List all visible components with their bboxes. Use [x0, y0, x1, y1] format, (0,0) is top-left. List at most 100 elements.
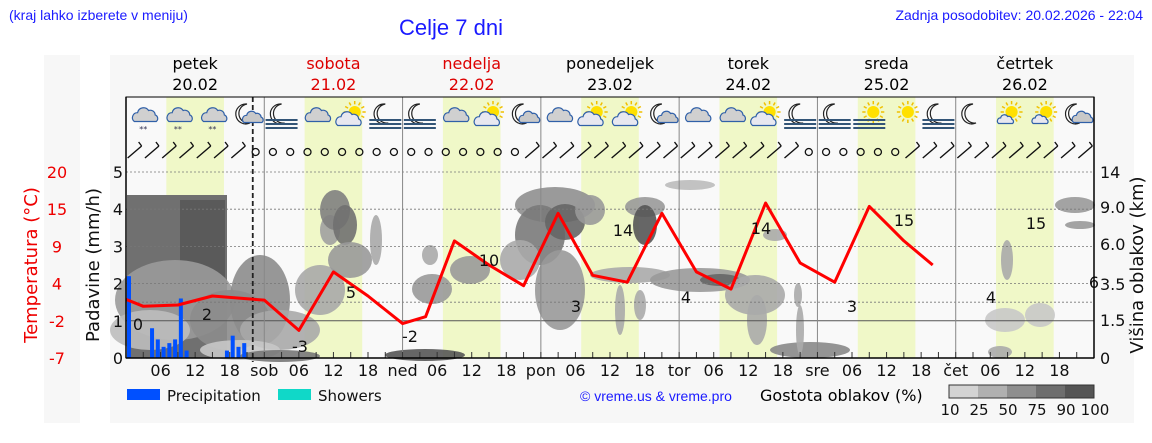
hour-tick: 06 [150, 361, 170, 380]
temp-label: 4 [681, 288, 691, 307]
precip-bar [150, 328, 155, 358]
temp-label: 15 [1026, 214, 1046, 233]
cloud-height-axis-label: Višina oblakov (km) [1127, 176, 1148, 353]
temp-label: 5 [346, 283, 356, 302]
axes: 201594-2-7543210149.06.03.51.50Temperatu… [21, 96, 1148, 380]
day-abbr-tick: tor [668, 361, 691, 380]
precip-bar [127, 276, 131, 358]
hour-tick: 18 [496, 361, 516, 380]
cloud-density-tick: 25 [969, 401, 988, 419]
precip-bar [161, 346, 166, 358]
day-date: 20.02 [172, 75, 218, 94]
temp-label: -3 [292, 337, 308, 356]
hour-tick: 06 [704, 361, 724, 380]
hour-tick: 12 [738, 361, 758, 380]
cloud-density-tick: 50 [998, 401, 1017, 419]
hour-tick: 18 [1049, 361, 1069, 380]
precip-tick: 2 [113, 275, 123, 294]
hour-tick: 12 [876, 361, 896, 380]
day-headers: petek 20.02 sobota 21.02 nedelja 22.02 ponedel… [172, 54, 1054, 94]
grid-lines [125, 97, 1094, 362]
precip-tick: 3 [113, 237, 123, 256]
precip-bar [224, 350, 229, 358]
cloud-height-tick: 6.0 [1100, 235, 1125, 254]
cloud-height-tick: 9.0 [1100, 198, 1125, 217]
hour-tick: 12 [1015, 361, 1035, 380]
cloud-density-label: Gostota oblakov (%) [760, 386, 923, 405]
temp-label: -2 [402, 327, 418, 346]
precip-bar [173, 339, 178, 358]
precip-bar [184, 350, 189, 358]
temp-tick: 4 [52, 275, 62, 294]
day-date: 23.02 [587, 75, 633, 94]
precip-bar [242, 343, 247, 358]
svg-text:**: ** [174, 125, 182, 134]
temperature-axis-label: Temperatura (°C) [21, 187, 42, 344]
day-abbr-tick: pon [526, 361, 556, 380]
day-name: torek [728, 54, 770, 73]
temp-tick: -2 [49, 312, 65, 331]
cloud-density-tick: 100 [1081, 401, 1110, 419]
hour-tick: 18 [911, 361, 931, 380]
page-title: Celje 7 dni [399, 15, 503, 40]
legend-showers: Showers [318, 387, 382, 405]
day-date: 22.02 [449, 75, 495, 94]
temp-label: 10 [479, 251, 499, 270]
precipitation-bars [127, 276, 247, 358]
legend-precipitation: Precipitation [167, 387, 261, 405]
cloud-density-tick: 75 [1027, 401, 1046, 419]
temperature-line: 02-35-2103144143154156 [125, 201, 1099, 356]
precip-bar [236, 346, 241, 358]
cloud-density-field [110, 180, 1095, 362]
weather-icon-row: ** ** ** [131, 101, 1094, 134]
cloud-density-tick: 90 [1056, 401, 1075, 419]
hour-tick: 12 [323, 361, 343, 380]
precip-bar [167, 343, 172, 358]
temp-label: 3 [571, 297, 581, 316]
temp-label: 14 [613, 221, 633, 240]
last-update: Zadnja posodobitev: 20.02.2026 - 22:04 [895, 7, 1143, 23]
hour-tick: 18 [358, 361, 378, 380]
temp-label: 4 [986, 288, 996, 307]
hour-tick: 18 [220, 361, 240, 380]
temperature-axis-band [44, 55, 80, 423]
day-date: 26.02 [1002, 75, 1048, 94]
precip-tick: 0 [113, 349, 123, 368]
hour-tick: 18 [634, 361, 654, 380]
precip-tick: 5 [113, 163, 123, 182]
temp-label: 2 [202, 305, 212, 324]
cloud-height-tick: 14 [1100, 163, 1120, 182]
copyright-link[interactable]: © vreme.us & vreme.pro [580, 388, 732, 404]
precip-bar [230, 335, 235, 358]
day-date: 24.02 [725, 75, 771, 94]
cloud-height-tick: 1.5 [1100, 311, 1125, 330]
day-name: petek [172, 54, 218, 73]
hour-tick: 06 [980, 361, 1000, 380]
day-abbr-tick: sre [805, 361, 829, 380]
hour-tick: 06 [427, 361, 447, 380]
temp-tick: 20 [47, 163, 67, 182]
hour-tick: 12 [185, 361, 205, 380]
hour-tick: 06 [842, 361, 862, 380]
hour-tick: 12 [462, 361, 482, 380]
temp-label: 3 [847, 297, 857, 316]
precip-bar [155, 339, 160, 358]
wind-barb-row [127, 141, 1093, 159]
precip-tick: 1 [113, 312, 123, 331]
day-date: 21.02 [311, 75, 357, 94]
temp-label: 0 [133, 315, 143, 334]
legend: Precipitation Showers Gostota oblakov (%) 1… [127, 384, 1110, 419]
svg-text:**: ** [208, 125, 216, 134]
hour-tick: 06 [289, 361, 309, 380]
cloud-height-tick: 0 [1100, 349, 1110, 368]
day-date: 25.02 [864, 75, 910, 94]
precip-tick: 4 [113, 200, 123, 219]
temp-tick: -7 [49, 349, 65, 368]
temp-label: 15 [894, 211, 914, 230]
day-name: ponedeljek [566, 54, 655, 73]
svg-text:**: ** [139, 125, 147, 134]
region-hint[interactable]: (kraj lahko izberete v meniju) [9, 7, 188, 23]
hour-tick: 18 [773, 361, 793, 380]
day-abbr-tick: ned [388, 361, 418, 380]
